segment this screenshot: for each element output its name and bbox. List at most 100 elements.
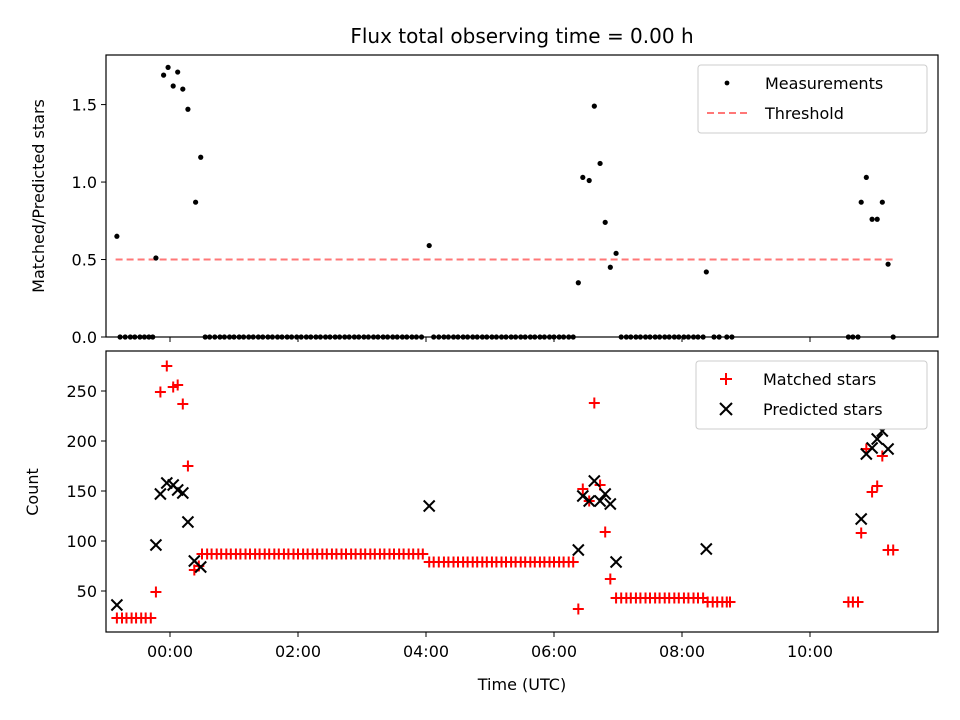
measurement-point — [703, 269, 709, 275]
measurement-point — [269, 334, 275, 340]
bottom-y-axis-label: Count — [23, 468, 42, 516]
measurement-point — [217, 334, 223, 340]
measurement-point — [231, 334, 237, 340]
legend-matched-marker — [720, 373, 732, 385]
measurement-point — [561, 334, 567, 340]
legend-threshold-label: Threshold — [764, 104, 844, 123]
measurement-point — [337, 334, 343, 340]
measurement-point — [479, 334, 485, 340]
measurement-point — [845, 334, 852, 340]
measurement-point — [418, 334, 425, 340]
measurement-point — [885, 261, 891, 267]
predicted-star-point — [870, 432, 884, 446]
predicted-star-point — [154, 487, 167, 501]
top-legend-box — [697, 64, 928, 134]
matched-star-point — [172, 379, 184, 391]
measurement-point — [503, 334, 509, 340]
measurement-point — [165, 64, 171, 70]
measurement-point — [869, 216, 875, 222]
measurement-point — [207, 334, 213, 340]
bottom-x-ticks: 00:00 02:00 04:00 06:00 08:00 10:00 — [147, 632, 833, 661]
bottom-legend: Matched stars Predicted stars — [695, 360, 928, 430]
measurement-point — [185, 106, 191, 112]
x-tick-label: 10:00 — [787, 642, 833, 661]
measurement-point — [146, 334, 152, 340]
measurement-point — [332, 334, 338, 340]
matched-star-point — [567, 556, 579, 568]
bottom-y-tick-label: 100 — [66, 532, 97, 551]
measurement-point — [445, 334, 451, 340]
predicted-star-point — [582, 494, 596, 508]
measurement-point — [127, 334, 133, 340]
measurement-point — [489, 334, 495, 340]
measurement-point — [161, 72, 167, 78]
measurement-point — [327, 334, 333, 340]
measurement-point — [375, 334, 381, 340]
measurement-point — [508, 334, 514, 340]
measurement-point — [652, 334, 658, 340]
bottom-y-tick-label: 150 — [66, 482, 97, 501]
predicted-star-point — [181, 515, 195, 529]
measurement-point — [317, 334, 323, 340]
measurement-point — [647, 334, 653, 340]
measurement-point — [308, 334, 314, 340]
predicted-star-point — [854, 512, 868, 526]
top-legend: Measurements Threshold — [697, 64, 928, 134]
bottom-y-tick-label: 50 — [77, 582, 97, 601]
measurement-point — [850, 334, 856, 340]
measurement-point — [175, 69, 181, 75]
measurement-point — [537, 334, 543, 340]
top-y-tick-label: 1.5 — [72, 96, 97, 115]
predicted-star-point — [593, 494, 607, 508]
matched-star-point — [150, 586, 162, 598]
measurement-point — [657, 334, 663, 340]
measurement-point — [607, 264, 613, 270]
measurement-point — [681, 334, 687, 340]
measurement-point — [170, 83, 176, 89]
measurement-point — [298, 334, 304, 340]
measurement-point — [226, 334, 233, 340]
bottom-legend-box — [695, 360, 928, 430]
measurement-point — [394, 334, 400, 340]
measurement-point — [556, 334, 562, 340]
measurement-point — [700, 334, 706, 340]
measurement-point — [141, 334, 147, 340]
measurement-point — [532, 334, 538, 340]
x-tick-label: 04:00 — [403, 642, 449, 661]
measurement-point — [729, 334, 735, 340]
top-y-ticks: 0.0 0.5 1.0 1.5 — [72, 96, 106, 347]
measurement-point — [470, 334, 476, 340]
measurement-point — [413, 334, 419, 340]
predicted-star-point — [422, 499, 436, 513]
predicted-star-point — [881, 442, 895, 456]
measurement-point — [370, 334, 377, 340]
measurement-point — [455, 334, 461, 340]
bottom-panel: 50 100 150 200 250 00:00 02:00 04:00 06:00 08:00… — [23, 350, 939, 694]
measurement-point — [153, 255, 159, 261]
x-tick-label: 00:00 — [147, 642, 193, 661]
top-series-layer — [114, 64, 896, 340]
measurement-point — [255, 334, 261, 340]
measurement-point — [385, 334, 391, 340]
measurement-point — [716, 334, 722, 340]
measurement-point — [284, 334, 290, 340]
measurement-point — [890, 334, 896, 340]
measurement-point — [685, 334, 692, 340]
matched-star-point — [866, 486, 878, 498]
measurement-point — [303, 334, 309, 340]
measurement-point — [676, 334, 682, 340]
measurement-point — [265, 334, 271, 340]
measurement-point — [484, 334, 490, 340]
legend-predicted-label: Predicted stars — [763, 400, 883, 419]
matched-star-point — [599, 526, 611, 538]
measurement-point — [294, 334, 300, 340]
matched-star-point — [177, 398, 189, 410]
measurement-point — [260, 334, 266, 340]
legend-matched-label: Matched stars — [763, 370, 876, 389]
measurement-point — [279, 334, 285, 340]
predicted-star-point — [609, 555, 623, 569]
measurement-point — [637, 334, 644, 340]
bottom-series-layer — [110, 360, 899, 624]
matched-star-point — [876, 450, 888, 462]
